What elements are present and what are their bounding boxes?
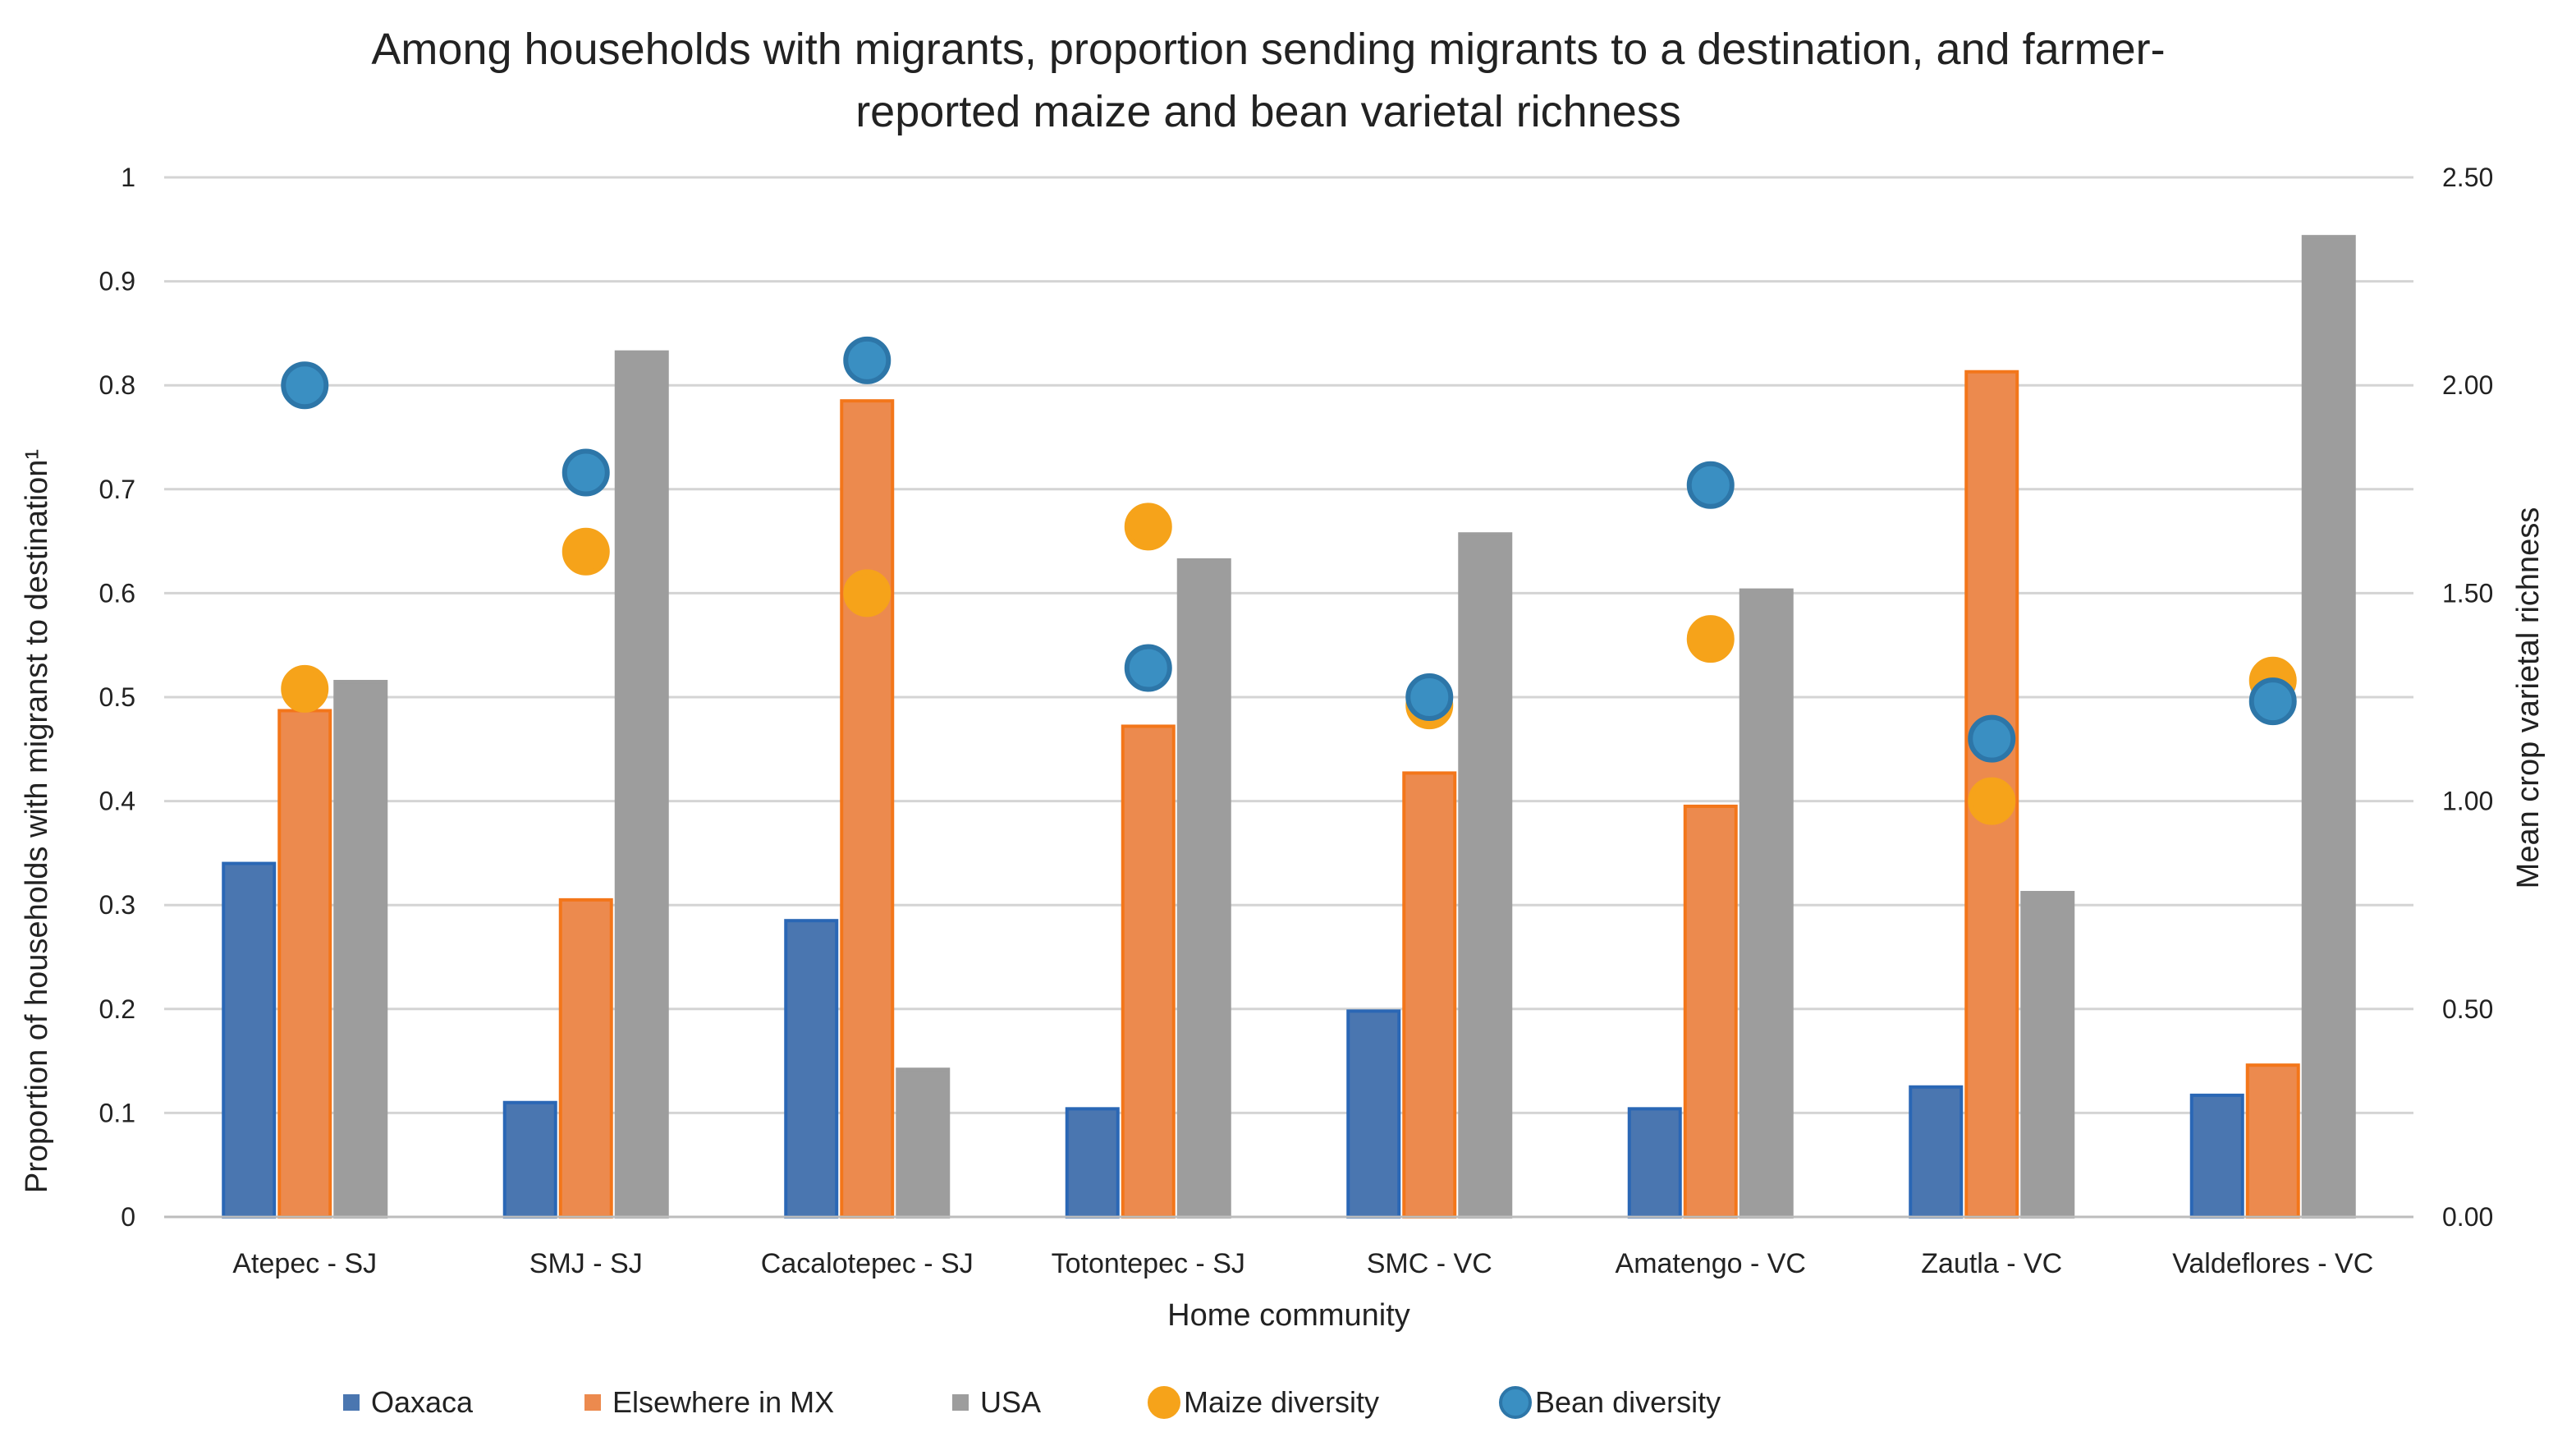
legend: Oaxaca Elsewhere in MX USA Maize diversity B… — [343, 1385, 1721, 1419]
y2-tick-label: 1.50 — [2442, 578, 2493, 608]
bar-oaxaca — [222, 861, 277, 1219]
legend-swatch — [584, 1394, 601, 1411]
category-label: Totontepec - SJ — [1052, 1248, 1245, 1279]
chart-title-line-1: Among households with migrants, proporti… — [371, 25, 2165, 74]
y2-tick-label: 0.00 — [2442, 1202, 2493, 1232]
bar-elsewhere-in-mx — [1683, 804, 1738, 1219]
bar-elsewhere-in-mx — [558, 897, 613, 1219]
y-tick-label: 0 — [121, 1202, 135, 1232]
y2-axis-label: Mean crop varietal richness — [2511, 507, 2546, 889]
y-tick-label: 0.6 — [99, 578, 135, 608]
category-label: Valdeflores - VC — [2172, 1248, 2373, 1279]
dot-bean-diversity — [1124, 644, 1172, 692]
y2-tick-label: 1.00 — [2442, 787, 2493, 816]
dots — [281, 336, 2297, 825]
dot-maize-diversity — [1124, 503, 1172, 551]
bar-oaxaca — [784, 919, 839, 1219]
bars — [222, 235, 2356, 1219]
y-tick-label: 0.7 — [99, 475, 135, 504]
bar-oaxaca — [1627, 1107, 1682, 1219]
legend-label: Bean diversity — [1535, 1385, 1721, 1419]
right-axis-ticks: 0.00 0.50 1.00 1.50 2.00 2.50 — [2442, 163, 2493, 1232]
bar-usa — [333, 680, 388, 1219]
y-tick-label: 0.1 — [99, 1098, 135, 1127]
category-label: Atepec - SJ — [232, 1248, 377, 1279]
bar-oaxaca — [1346, 1009, 1401, 1219]
gridlines — [164, 176, 2413, 1114]
bar-oaxaca — [2189, 1093, 2244, 1219]
dot-maize-diversity — [1686, 615, 1735, 663]
x-axis-label: Home community — [1167, 1298, 1410, 1333]
y-axis-label: Proportion of households with migranst t… — [20, 449, 54, 1193]
dot-bean-diversity — [1968, 714, 2016, 763]
dot-bean-diversity — [561, 448, 610, 497]
chart-title-line-2: reported maize and bean varietal richnes… — [855, 87, 1681, 136]
legend-label: Elsewhere in MX — [612, 1385, 834, 1419]
bar-elsewhere-in-mx — [1402, 771, 1457, 1219]
category-label: SMJ - SJ — [529, 1248, 643, 1279]
y-tick-label: 0.2 — [99, 994, 135, 1024]
legend-swatch — [1499, 1386, 1532, 1419]
dot-maize-diversity — [843, 569, 892, 617]
legend-label: USA — [980, 1385, 1041, 1419]
bar-usa — [1176, 558, 1231, 1219]
legend-swatch — [343, 1394, 360, 1411]
category-label: SMC - VC — [1367, 1248, 1492, 1279]
bar-oaxaca — [1909, 1085, 1964, 1219]
y-tick-label: 0.5 — [99, 682, 135, 712]
chart-title: Among households with migrants, proporti… — [371, 25, 2165, 136]
bar-elsewhere-in-mx — [2245, 1063, 2300, 1219]
bar-usa — [1739, 588, 1794, 1219]
dot-bean-diversity — [1405, 673, 1454, 721]
legend-swatch — [1148, 1386, 1180, 1419]
y-tick-label: 0.9 — [99, 267, 135, 296]
bar-usa — [2020, 891, 2075, 1219]
left-axis-ticks: 0 0.1 0.2 0.3 0.4 0.5 0.6 0.7 0.8 0.9 1 — [99, 163, 135, 1232]
bar-elsewhere-in-mx — [840, 399, 895, 1219]
bar-usa — [896, 1067, 951, 1219]
y-tick-label: 0.3 — [99, 890, 135, 920]
bar-oaxaca — [1065, 1107, 1120, 1219]
bar-usa — [2301, 235, 2356, 1219]
bar-usa — [1458, 532, 1513, 1219]
dot-bean-diversity — [1686, 461, 1735, 509]
dot-maize-diversity — [561, 527, 610, 576]
y-tick-label: 1 — [121, 163, 135, 192]
category-label: Cacalotepec - SJ — [761, 1248, 974, 1279]
y2-tick-label: 2.50 — [2442, 163, 2493, 192]
y2-tick-label: 2.00 — [2442, 370, 2493, 400]
dot-bean-diversity — [281, 361, 329, 410]
legend-label: Oaxaca — [371, 1385, 474, 1419]
y2-tick-label: 0.50 — [2442, 994, 2493, 1024]
y-tick-label: 0.8 — [99, 370, 135, 400]
category-labels: Atepec - SJ SMJ - SJ Cacalotepec - SJ Toton… — [232, 1248, 2373, 1279]
category-label: Zautla - VC — [1921, 1248, 2062, 1279]
bar-elsewhere-in-mx — [1121, 724, 1176, 1219]
bar-usa — [614, 350, 669, 1219]
dot-maize-diversity — [1968, 777, 2016, 825]
legend-swatch — [952, 1394, 969, 1411]
bar-oaxaca — [502, 1100, 557, 1219]
dot-bean-diversity — [2248, 677, 2297, 726]
category-label: Amatengo - VC — [1616, 1248, 1806, 1279]
dot-bean-diversity — [843, 336, 892, 384]
bar-elsewhere-in-mx — [277, 709, 332, 1219]
dot-maize-diversity — [281, 664, 329, 713]
legend-label: Maize diversity — [1184, 1385, 1379, 1419]
y-tick-label: 0.4 — [99, 787, 135, 816]
